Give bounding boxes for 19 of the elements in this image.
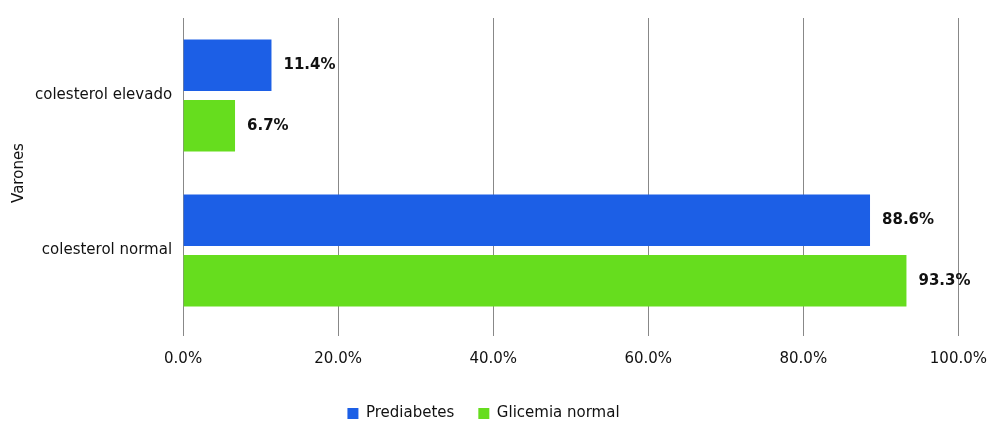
bar xyxy=(183,39,272,91)
legend-label: Prediabetes xyxy=(365,403,455,422)
bar xyxy=(183,100,236,152)
x-tick-label: 0.0% xyxy=(164,348,203,367)
x-tick-label: 80.0% xyxy=(779,348,828,367)
data-label: 93.3% xyxy=(918,270,971,289)
legend-label: Glicemia normal xyxy=(496,403,620,422)
data-label: 11.4% xyxy=(283,55,336,74)
data-label: 88.6% xyxy=(882,210,935,229)
x-tick-label: 60.0% xyxy=(624,348,673,367)
data-label: 6.7% xyxy=(247,115,289,134)
y-axis-title: Varones xyxy=(8,142,27,203)
x-tick-label: 40.0% xyxy=(469,348,518,367)
y-tick-label: colesterol normal xyxy=(41,240,173,259)
bar xyxy=(183,194,871,246)
y-tick-label: colesterol elevado xyxy=(34,85,173,104)
x-tick-label: 100.0% xyxy=(929,348,987,367)
bar xyxy=(183,255,907,307)
x-tick-label: 20.0% xyxy=(314,348,362,367)
